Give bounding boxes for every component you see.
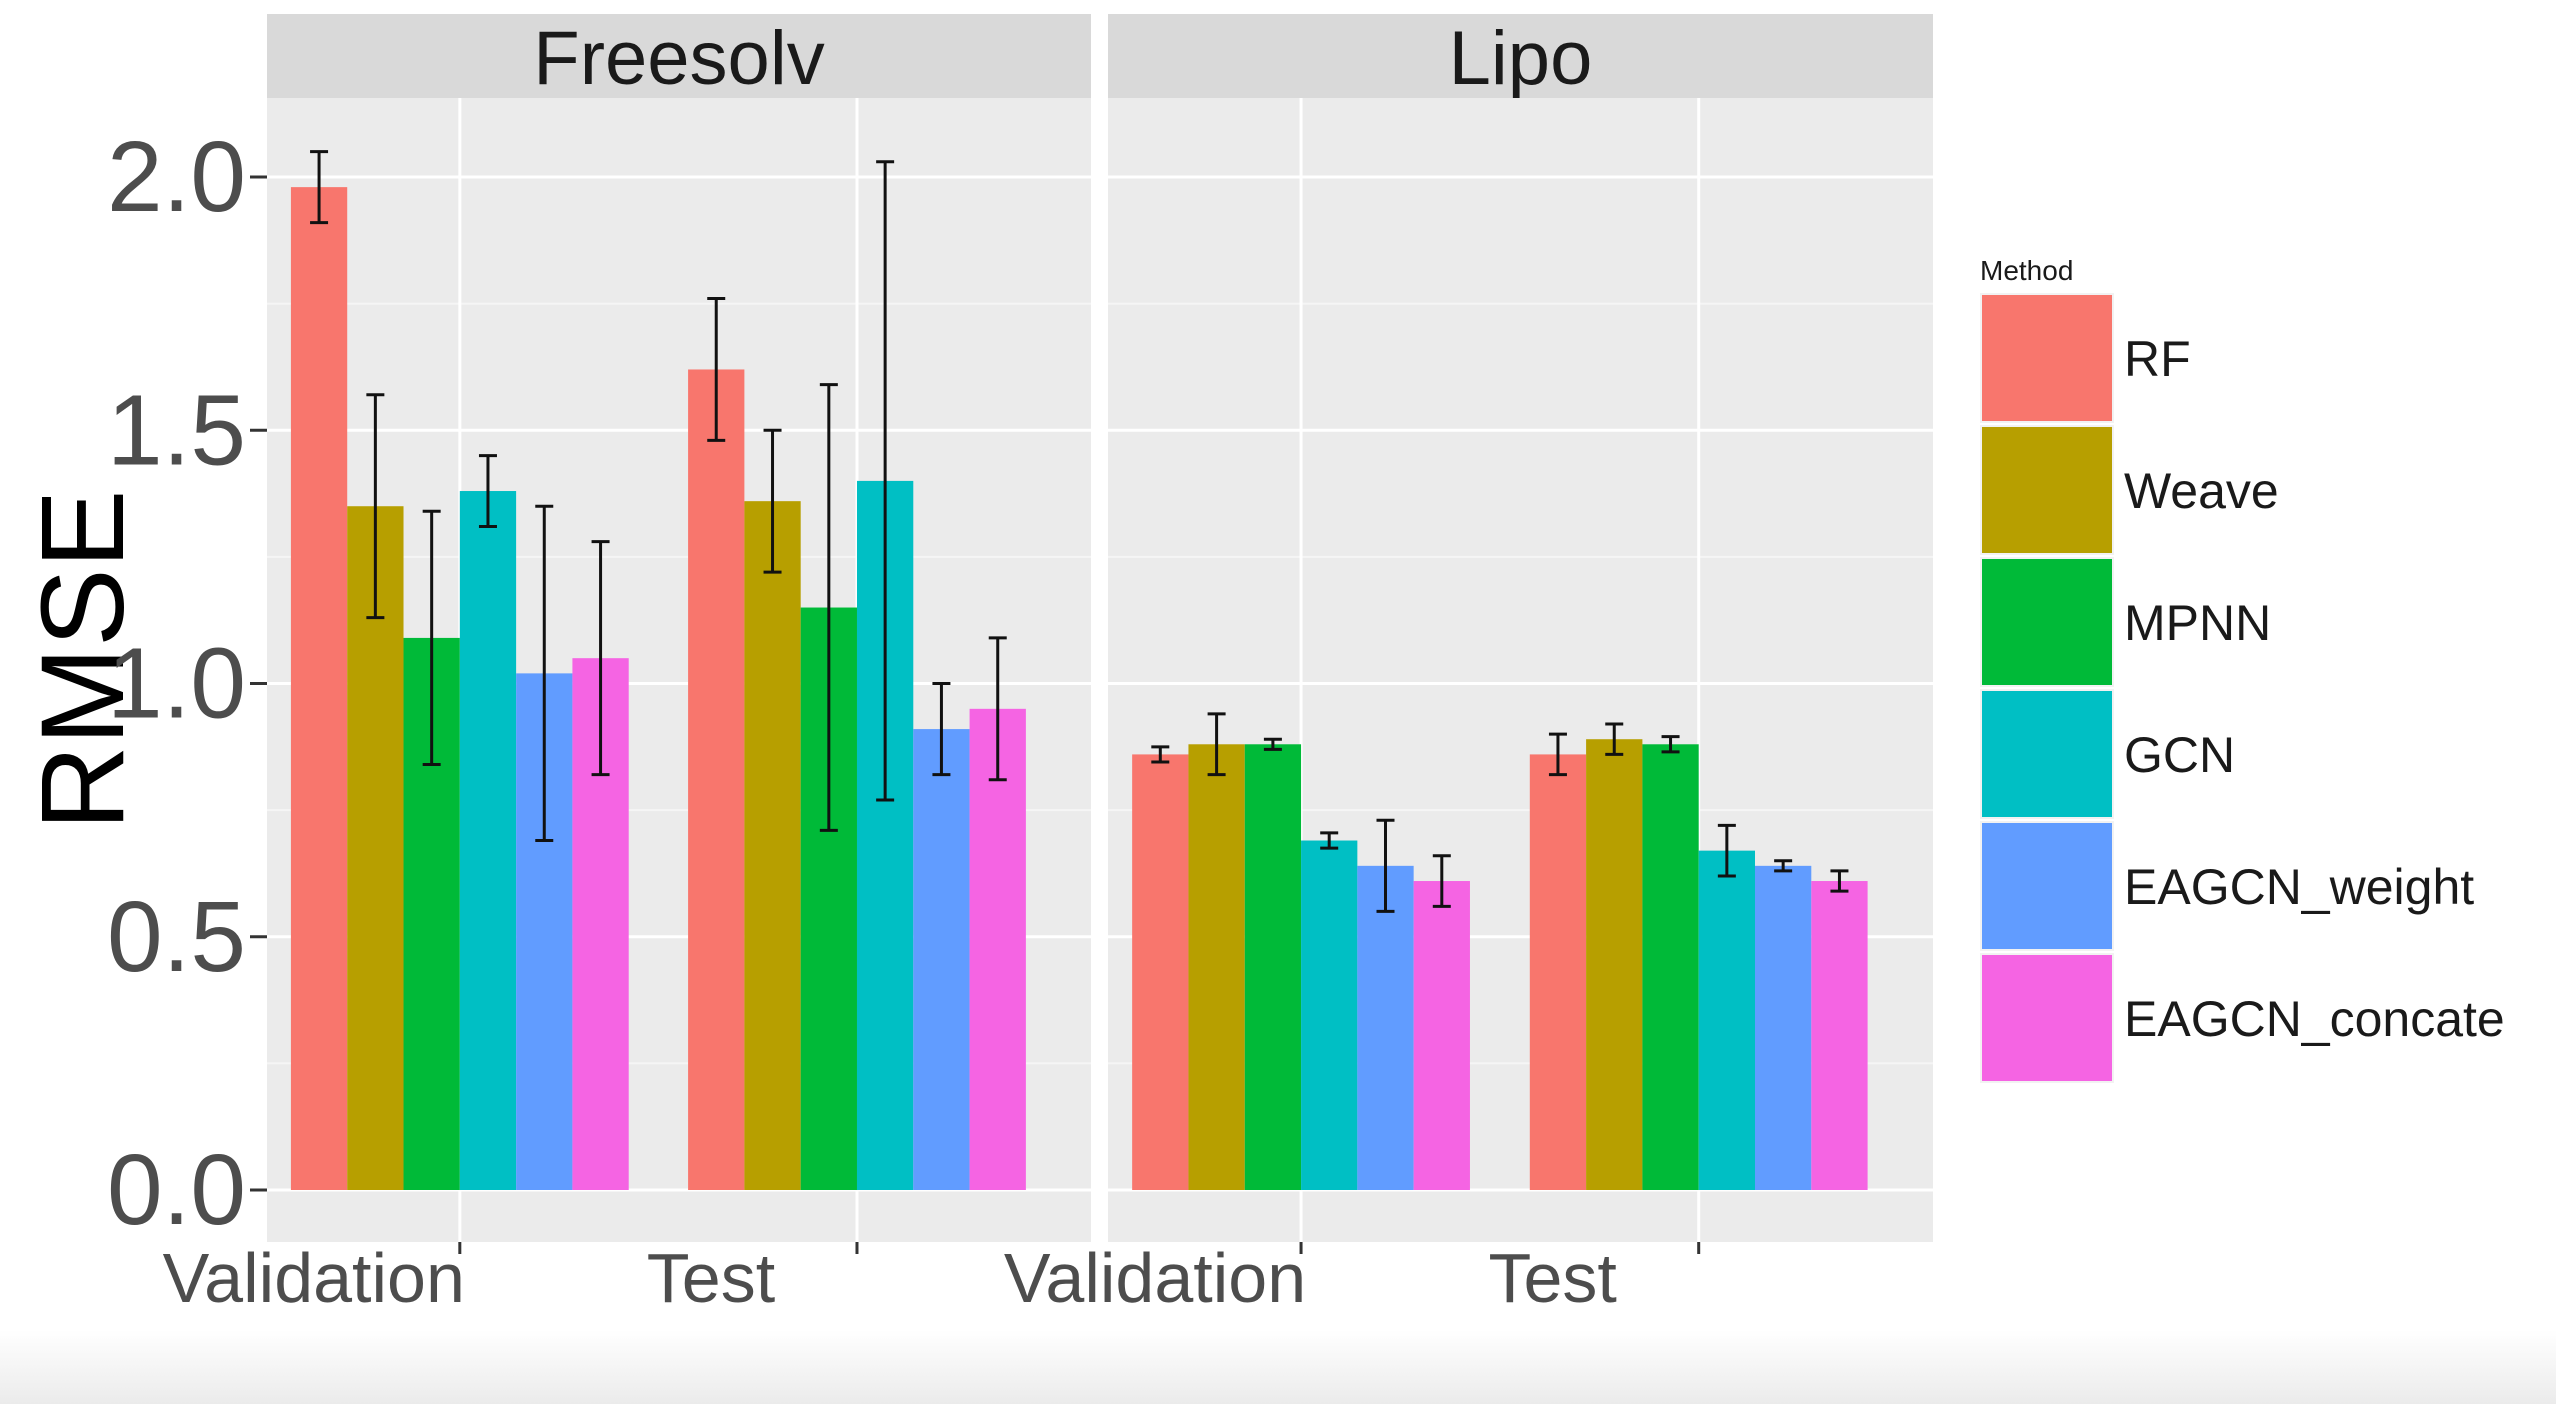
bar-eagcn_concate [1811,881,1868,1190]
bar-gcn [459,491,517,1190]
legend-label: Weave [2124,463,2279,519]
legend-key-swatch [1982,427,2112,553]
bar-mpnn [1642,744,1699,1190]
bar-weave [744,501,801,1190]
legend-key-swatch [1982,559,2112,685]
bar-eagcn_concate [1413,881,1470,1190]
legend-label: RF [2124,331,2191,387]
x-tick-label: Validation [1004,1239,1306,1317]
bar-eagcn_weight [913,729,970,1190]
bar-weave [347,506,404,1191]
bar-eagcn_concate [969,708,1026,1190]
y-tick-label: 1.5 [107,374,246,486]
bar-rf [1132,754,1189,1190]
facet-title: Lipo [1449,16,1593,101]
legend-key-swatch [1982,691,2112,817]
legend-label: EAGCN_concate [2124,991,2505,1047]
facet-strip [1108,14,1933,98]
legend-label: MPNN [2124,595,2271,651]
facet-strip [267,14,1091,98]
legend-title: Method [1980,255,2073,286]
bar-rf [688,369,745,1191]
bar-mpnn [1244,744,1302,1190]
y-axis-label: RMSE [17,490,149,831]
bar-weave [1188,744,1245,1190]
bar-weave [1586,739,1643,1190]
y-tick-label: 1.0 [107,628,246,740]
bar-gcn [1301,840,1358,1190]
bar-rf [290,187,348,1190]
bar-eagcn_weight [1755,865,1812,1190]
legend-key-swatch [1982,955,2112,1081]
legend-label: GCN [2124,727,2235,783]
y-tick-label: 0.5 [107,881,246,993]
y-tick-label: 0.0 [107,1134,246,1246]
bottom-shadow [0,1330,2556,1404]
x-tick-label: Test [647,1239,775,1317]
facet-title: Freesolv [533,16,824,101]
legend-key-swatch [1982,823,2112,949]
x-tick-label: Validation [163,1239,465,1317]
bar-eagcn_weight [1357,865,1414,1190]
bar-gcn [1698,850,1755,1190]
bar-rf [1529,754,1587,1190]
legend-label: EAGCN_weight [2124,859,2474,915]
y-tick-label: 2.0 [107,121,246,233]
x-tick-label: Test [1489,1239,1617,1317]
legend-key-swatch [1982,295,2112,421]
